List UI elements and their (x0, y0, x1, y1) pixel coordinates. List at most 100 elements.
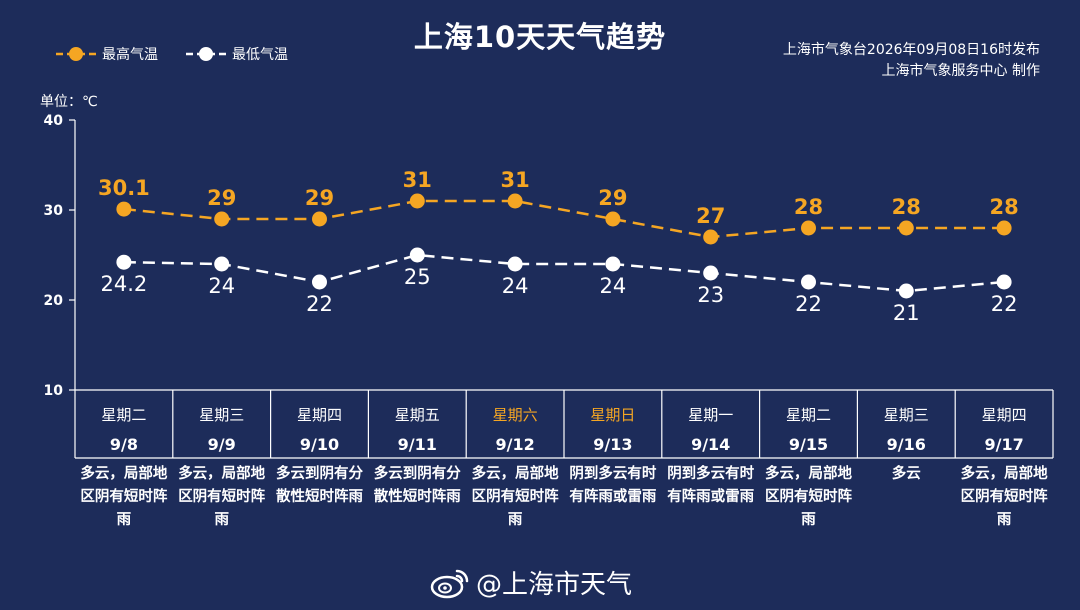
low-temp-data-label: 24 (600, 274, 627, 298)
high-temp-data-label: 28 (989, 195, 1018, 219)
weather-desc-line: 散性短时阵雨 (374, 487, 461, 505)
weekday-label: 星期四 (297, 406, 342, 424)
high-temp-data-label: 28 (892, 195, 921, 219)
legend: 最高气温 最低气温 (56, 44, 316, 64)
low-temp-point (605, 256, 621, 272)
weekday-label: 星期一 (688, 406, 733, 424)
legend-high-label: 最高气温 (102, 47, 158, 63)
low-temp-data-label: 24 (502, 274, 529, 298)
low-temp-data-label: 24 (208, 274, 235, 298)
weather-desc-line: 多云，局部地 (178, 464, 265, 482)
weather-desc-line: 多云，局部地 (961, 464, 1048, 482)
date-label: 9/11 (398, 435, 437, 454)
y-tick-label: 30 (44, 203, 64, 219)
high-temp-point (801, 220, 816, 236)
chart-title: 上海10天天气趋势 (413, 20, 667, 54)
weekday-label: 星期六 (493, 406, 538, 424)
high-temp-data-label: 29 (207, 186, 236, 210)
high-temp-point (312, 211, 327, 227)
date-label: 9/8 (110, 435, 138, 454)
weather-desc-line: 雨 (117, 511, 132, 528)
weather-desc-line: 雨 (508, 511, 523, 528)
y-tick-label: 10 (44, 383, 64, 399)
high-temp-point (996, 220, 1012, 236)
weather-desc-line: 多云，局部地 (80, 464, 167, 482)
high-temp-data-label: 28 (794, 195, 823, 219)
legend-item-low: 最低气温 (186, 44, 288, 64)
weather-desc-line: 阴到多云有时 (667, 464, 754, 482)
low-temp-data-label: 22 (306, 292, 333, 316)
weekday-label: 星期五 (395, 406, 440, 424)
high-temp-data-label: 29 (598, 186, 627, 210)
weekday-label: 星期二 (101, 406, 146, 424)
weibo-logo-icon (430, 569, 469, 598)
legend-low-label: 最低气温 (232, 47, 288, 63)
footer-watermark: @上海市天气 (430, 564, 632, 601)
date-label: 9/16 (887, 435, 926, 454)
date-label: 9/13 (593, 435, 632, 454)
weather-desc-line: 多云到阴有分 (374, 464, 461, 482)
weather-desc-line: 多云到阴有分 (276, 464, 363, 482)
low-temp-point (703, 265, 719, 281)
high-temp-data-label: 31 (403, 168, 432, 192)
high-temp-data-label: 29 (305, 186, 334, 210)
low-temp-data-label: 25 (404, 265, 431, 289)
weather-desc-line: 区阴有短时阵 (178, 487, 265, 505)
high-temp-point (898, 220, 914, 236)
high-temp-line (123, 199, 1005, 239)
low-temp-point (996, 274, 1012, 290)
weekday-label: 星期三 (884, 406, 929, 424)
date-label: 9/9 (208, 435, 236, 454)
weather-desc-line: 雨 (801, 511, 816, 528)
weekday-label: 星期日 (590, 406, 635, 424)
unit-label: 单位：℃ (40, 94, 98, 110)
weather-desc-line: 雨 (997, 511, 1012, 528)
weather-desc-line: 区阴有短时阵 (80, 487, 167, 505)
high-temp-point (507, 193, 523, 209)
low-temp-point (507, 256, 523, 272)
low-temp-data-label: 23 (697, 283, 724, 307)
low-temp-point (409, 247, 425, 263)
date-label: 9/10 (300, 435, 339, 454)
weather-desc-line: 区阴有短时阵 (961, 487, 1048, 505)
low-temp-line (123, 253, 1005, 293)
weather-desc-line: 多云，局部地 (765, 464, 852, 482)
high-temp-point (214, 211, 230, 227)
low-temp-point (214, 256, 230, 272)
low-temp-data-label: 24.2 (101, 272, 148, 296)
date-label: 9/17 (984, 435, 1023, 454)
high-temp-point (605, 211, 621, 227)
low-temp-point (116, 254, 132, 270)
high-temp-point (703, 229, 719, 245)
high-temp-point (409, 193, 425, 209)
legend-item-high: 最高气温 (56, 44, 158, 64)
weather-desc-line: 区阴有短时阵 (765, 487, 852, 505)
issuer-info: 上海市气象台2026年09月08日16时发布 上海市气象服务中心 制作 (783, 40, 1040, 82)
legend-high-marker (56, 47, 96, 61)
y-tick-label: 40 (44, 113, 64, 129)
date-label: 9/15 (789, 435, 828, 454)
low-temp-point (801, 274, 816, 290)
date-label: 9/14 (691, 435, 730, 454)
low-temp-data-label: 22 (795, 292, 822, 316)
footer-handle: @上海市天气 (476, 570, 633, 600)
low-temp-data-label: 22 (991, 292, 1018, 316)
legend-low-marker (186, 47, 226, 61)
weather-desc-line: 有阵雨或雷雨 (667, 487, 754, 505)
weather-desc-line: 多云，局部地 (472, 464, 559, 482)
weather-desc-line: 雨 (214, 511, 229, 528)
high-temp-data-label: 30.1 (98, 176, 150, 200)
weekday-label: 星期四 (982, 406, 1027, 424)
high-temp-point (116, 201, 132, 217)
low-temp-point (898, 283, 914, 299)
issuer-line-1: 上海市气象台2026年09月08日16时发布 (782, 42, 1040, 58)
low-temp-data-label: 21 (893, 301, 920, 325)
high-temp-data-label: 27 (696, 204, 725, 228)
weather-desc-line: 散性短时阵雨 (276, 487, 363, 505)
low-temp-point (312, 274, 327, 290)
weather-desc-line: 区阴有短时阵 (472, 487, 559, 505)
issuer-line-2: 上海市气象服务中心 制作 (881, 63, 1040, 79)
weather-desc-line: 多云 (892, 464, 921, 482)
high-temp-data-label: 31 (500, 168, 529, 192)
